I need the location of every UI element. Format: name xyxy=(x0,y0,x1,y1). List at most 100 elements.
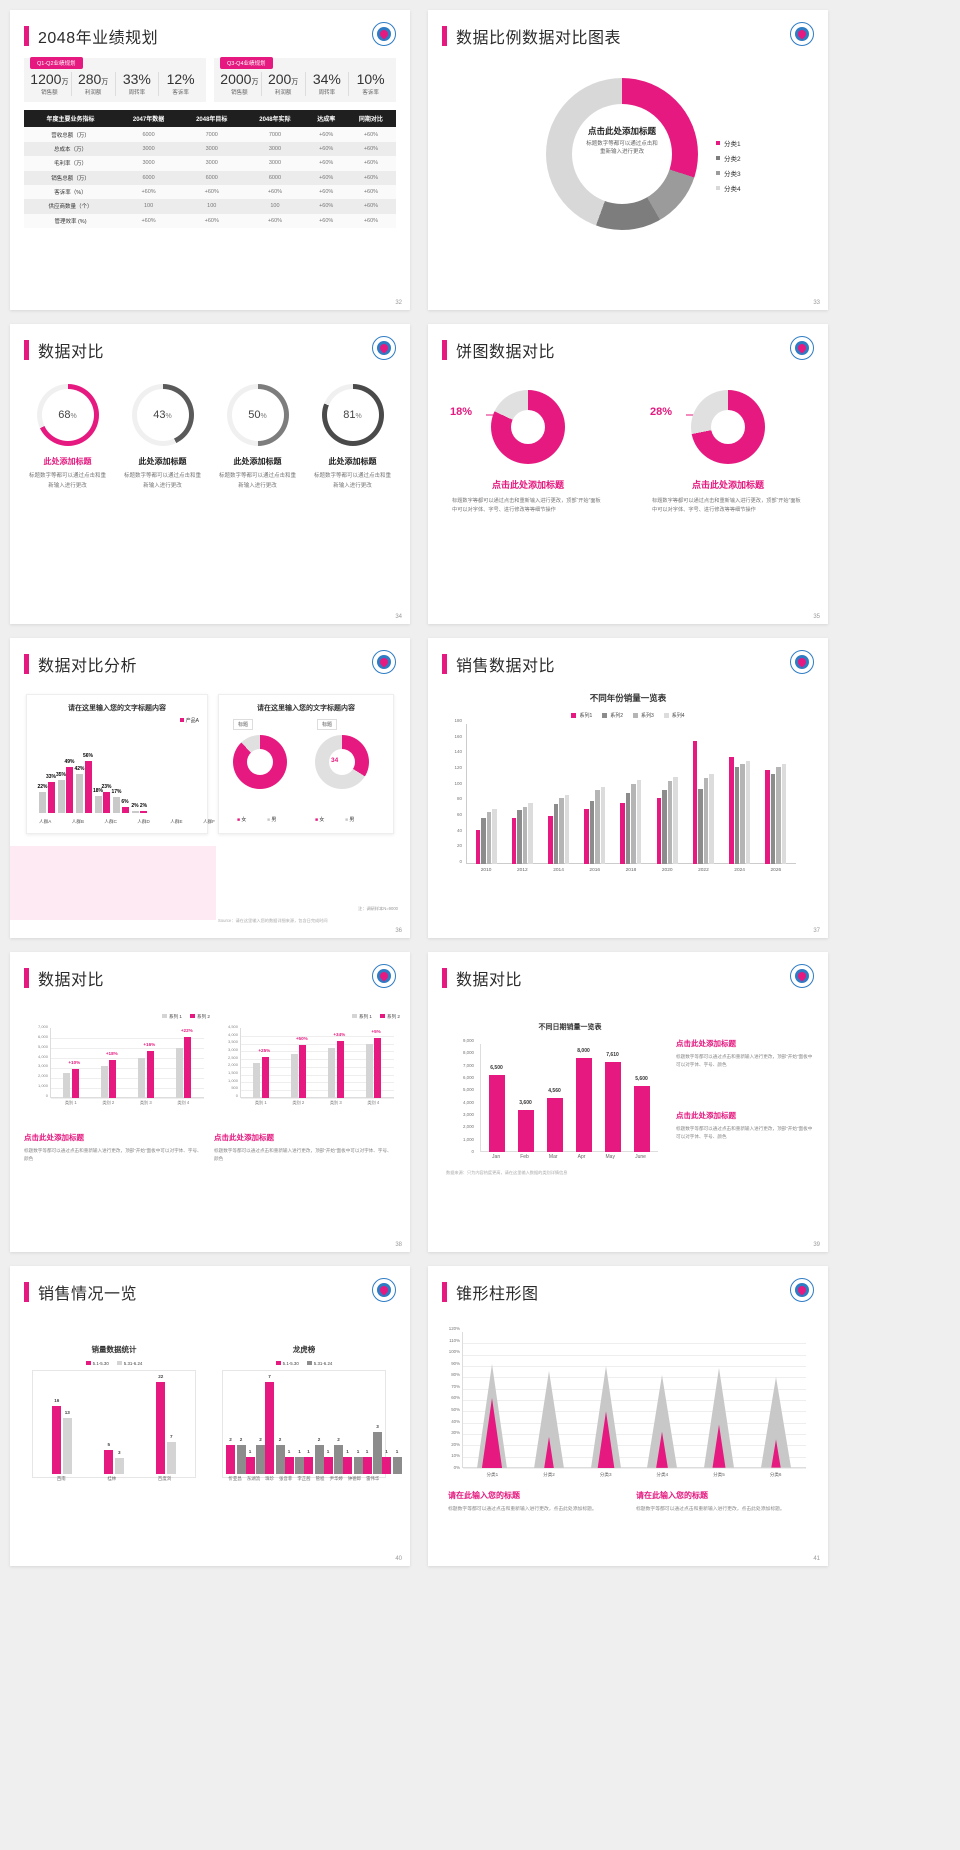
bar[interactable]: 2 xyxy=(275,1437,285,1474)
bar[interactable] xyxy=(770,773,776,864)
bar[interactable] xyxy=(100,1065,108,1098)
bar[interactable]: 2 xyxy=(314,1437,324,1474)
bar[interactable] xyxy=(253,1063,260,1098)
mini-chart-right[interactable]: 系列 1 系列 2 4,500 4,000 3,500 3,000 2,500 2,000 1,… xyxy=(214,1014,400,1122)
bar[interactable]: 1 xyxy=(343,1449,352,1474)
gauge-ring[interactable]: 68% xyxy=(36,384,99,446)
cone-bar[interactable] xyxy=(760,1377,791,1468)
bar[interactable]: 1 xyxy=(245,1449,255,1474)
bar[interactable] xyxy=(481,818,486,864)
cone-bar[interactable] xyxy=(703,1368,734,1468)
gauge-ring[interactable]: 43% xyxy=(131,384,194,446)
pie-block[interactable]: 18% 点击此处添加标题 标题数字等都可以通过点击和重新输入进行更改，顶部“开始… xyxy=(428,390,628,516)
bar[interactable] xyxy=(63,1072,70,1098)
bar[interactable] xyxy=(703,778,709,864)
bar[interactable] xyxy=(517,810,522,864)
bar-group-item[interactable]: 22 7 xyxy=(156,1374,176,1474)
bar[interactable] xyxy=(600,787,606,864)
bar[interactable] xyxy=(511,818,517,864)
bar[interactable]: 1 xyxy=(353,1449,363,1474)
bar[interactable]: 2% xyxy=(131,803,139,813)
cone-bar[interactable] xyxy=(647,1375,678,1468)
bar[interactable] xyxy=(299,1045,306,1098)
bar-group-item[interactable]: 16 13 xyxy=(52,1398,72,1474)
bar[interactable]: 1 xyxy=(362,1449,372,1474)
bar[interactable] xyxy=(328,1048,335,1098)
bar[interactable] xyxy=(146,1051,154,1098)
bar[interactable] xyxy=(636,779,642,864)
bar-group-item[interactable] xyxy=(765,764,787,864)
bar[interactable] xyxy=(486,811,492,864)
bar[interactable]: 3 xyxy=(373,1424,382,1474)
bar[interactable] xyxy=(631,784,636,864)
donut-chart[interactable] xyxy=(691,390,765,464)
bar[interactable] xyxy=(698,788,703,864)
bar[interactable] xyxy=(692,741,698,864)
sales-chart-left[interactable]: 销量数据统计 5.1-5.30 5.31-6.24 16 13 5 3 22 7 西南 桂林 百度浏 xyxy=(28,1344,200,1494)
slide-37[interactable]: 销售数据对比 不同年份销量一览表 系列1 系列2 系列3 系列4 180 160 140 1… xyxy=(428,638,828,938)
bar[interactable] xyxy=(589,801,595,864)
cone-bar[interactable] xyxy=(590,1366,621,1468)
bar[interactable]: 4,560 xyxy=(546,1088,563,1152)
bar[interactable] xyxy=(656,798,662,864)
bar[interactable] xyxy=(553,804,559,864)
slide-40[interactable]: 销售情况一览 销量数据统计 5.1-5.30 5.31-6.24 16 13 5 3 22 7 西… xyxy=(10,1266,410,1566)
bar[interactable]: 13 xyxy=(62,1410,72,1474)
bar[interactable]: 7 xyxy=(265,1374,274,1474)
bar-group-item[interactable]: +22% xyxy=(175,1028,193,1098)
bar[interactable]: 22 xyxy=(156,1374,166,1474)
bar[interactable]: 22% xyxy=(37,784,48,813)
bar-group-item[interactable]: 17% 6% xyxy=(111,789,129,813)
slide-38[interactable]: 数据对比 系列 1 系列 2 7,000 6,000 5,000 4,000 3,000 2,… xyxy=(10,952,410,1252)
bar[interactable]: 42% xyxy=(74,766,85,813)
bar[interactable] xyxy=(584,808,589,864)
bar[interactable] xyxy=(662,790,667,864)
bar-group-item[interactable] xyxy=(548,795,570,864)
donut-chart-card[interactable]: 请在这里输入您的文字标题内容 标题 标题 12 34 ■ 女 ■ 男 ■ 女 ■… xyxy=(218,694,394,834)
bar[interactable]: 1 xyxy=(284,1449,294,1474)
bar-group-item[interactable]: 18% 23% xyxy=(93,784,112,813)
bar[interactable]: 1 xyxy=(323,1449,333,1474)
bar-group-item[interactable] xyxy=(475,808,497,864)
bar[interactable]: 1 xyxy=(295,1449,304,1474)
bar[interactable]: 2 xyxy=(256,1437,265,1474)
gauge-block[interactable]: 81% 此处添加标题 标题数字等都可以通过点击和重新输入进行更改 xyxy=(309,384,396,491)
bar[interactable] xyxy=(528,802,533,864)
bar-group-item[interactable]: +16% xyxy=(138,1042,155,1098)
bar-group-item[interactable]: 22% 33% xyxy=(37,774,56,813)
bar-group-item[interactable]: +10% xyxy=(63,1060,80,1098)
bar-group-item[interactable]: 42% 56% xyxy=(74,753,93,813)
cone-bar[interactable] xyxy=(477,1363,508,1468)
gauge-block[interactable]: 43% 此处添加标题 标题数字等都可以通过点击和重新输入进行更改 xyxy=(119,384,206,491)
donut-chart[interactable] xyxy=(233,735,287,789)
bar[interactable] xyxy=(261,1057,269,1098)
bar[interactable]: 1 xyxy=(304,1449,313,1474)
gauge-ring[interactable]: 81% xyxy=(321,384,384,446)
bar[interactable]: 56% xyxy=(83,753,93,813)
bar[interactable] xyxy=(109,1060,116,1098)
bar[interactable] xyxy=(734,767,740,864)
sales-chart-right[interactable]: 龙虎榜 5.1-5.30 5.31-6.24 2 2 1 2 7 2 1 1 1 2 1 2 1 1 1 3 1 1 忻亚… xyxy=(218,1344,402,1494)
bar[interactable] xyxy=(729,756,734,864)
bar[interactable] xyxy=(522,807,528,864)
bar[interactable] xyxy=(673,776,678,864)
bar-group-item[interactable] xyxy=(692,741,714,864)
bar[interactable]: 23% xyxy=(101,784,112,813)
bar[interactable] xyxy=(365,1043,373,1098)
bar[interactable] xyxy=(548,816,553,864)
bar[interactable] xyxy=(740,764,745,864)
bar[interactable]: 7,610 xyxy=(604,1052,621,1152)
bar[interactable]: 16 xyxy=(52,1398,62,1474)
bar-group-item[interactable]: +34% xyxy=(328,1032,345,1098)
slide-32[interactable]: 2048年业绩规划 Q1-Q2业绩规划 1200万 销售额 280万 利润额 3… xyxy=(10,10,410,310)
bar-group-item[interactable]: +25% xyxy=(253,1048,270,1098)
bar[interactable] xyxy=(709,773,714,864)
